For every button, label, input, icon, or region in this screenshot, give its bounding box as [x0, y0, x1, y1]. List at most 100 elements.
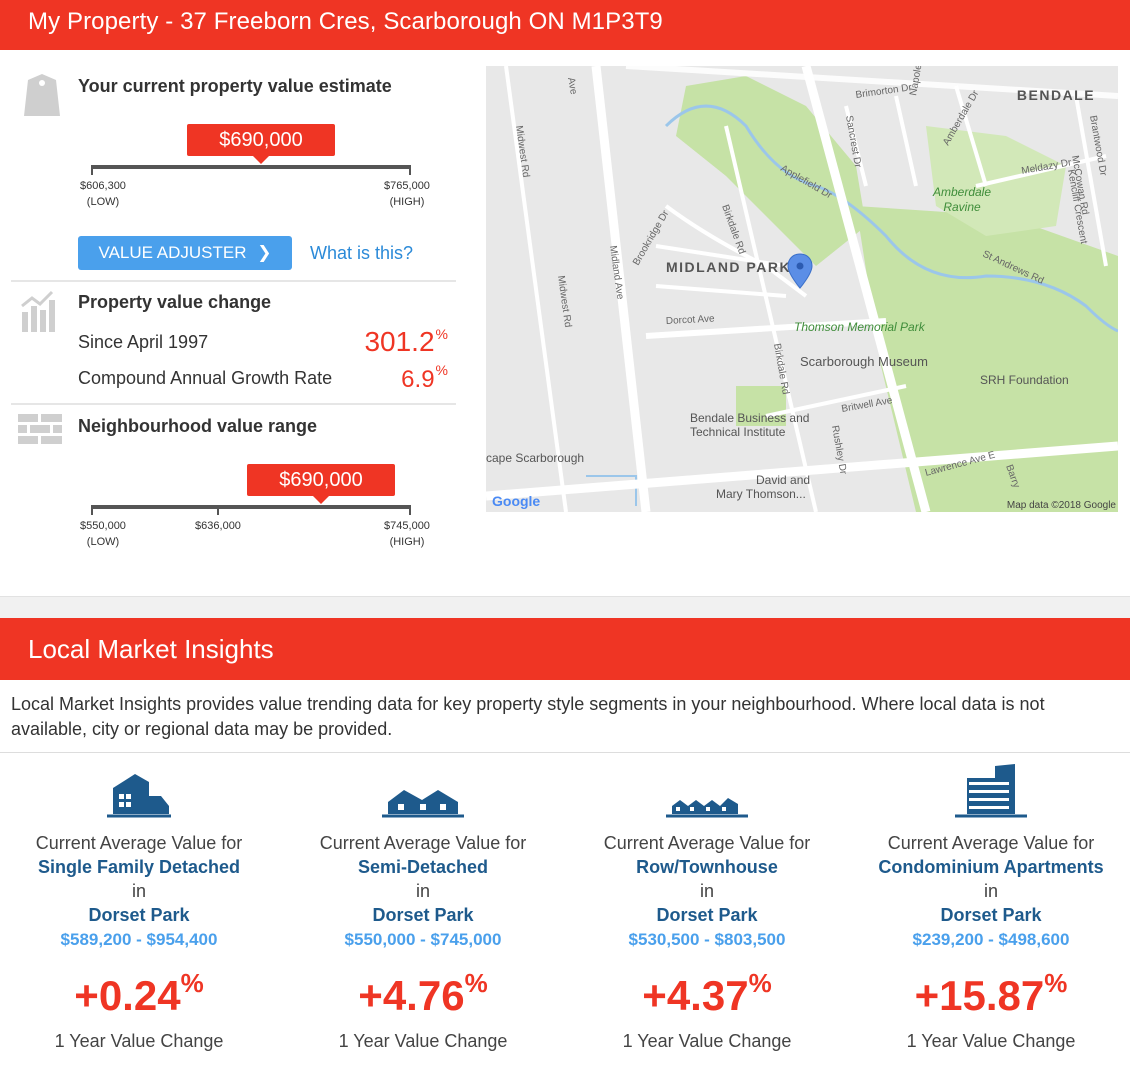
google-logo: Google	[492, 493, 540, 509]
insight-change-value: +15.87	[914, 972, 1045, 1019]
neighbourhood-mid-value: $636,000	[195, 520, 241, 532]
since-value: 301.2%	[320, 326, 448, 358]
insight-col-row-townhouse: Current Average Value for Row/Townhouse …	[572, 760, 842, 1051]
estimate-low-label: (LOW)	[86, 196, 120, 208]
semi-detached-house-icon	[382, 790, 464, 818]
insight-change-label: 1 Year Value Change	[338, 1031, 508, 1051]
insights-title: Local Market Insights	[28, 634, 274, 664]
percent-sign: %	[1044, 968, 1068, 998]
insight-area: Dorset Park	[372, 905, 474, 925]
insight-label: Current Average Value for	[887, 833, 1095, 853]
insight-range: $530,500 - $803,500	[628, 930, 786, 949]
estimate-low: $606,300 (LOW)	[68, 178, 138, 210]
slider-tick	[91, 505, 93, 515]
neighbourhood-slider-track	[91, 505, 411, 509]
insight-range: $239,200 - $498,600	[912, 930, 1070, 949]
estimate-slider-track	[91, 165, 411, 169]
insight-area: Dorset Park	[656, 905, 758, 925]
map-label: Dorcot Ave	[666, 313, 716, 327]
insight-type: Single Family Detached	[37, 857, 241, 877]
value-adjuster-label: VALUE ADJUSTER	[98, 243, 247, 262]
map-label: Ravine	[943, 200, 981, 214]
neighbourhood-low-label: (LOW)	[86, 536, 120, 548]
neighbourhood-high: $745,000 (HIGH)	[372, 518, 442, 550]
map-label: Scarborough Museum	[800, 354, 928, 369]
insight-change-value: +4.76	[358, 972, 465, 1019]
slider-tick	[409, 165, 411, 175]
cagr-value: 6.9%	[360, 362, 448, 394]
insight-in: in	[983, 881, 998, 901]
estimate-low-value: $606,300	[80, 180, 126, 192]
insight-change: +4.37%	[572, 968, 842, 1020]
townhouse-icon	[666, 798, 748, 818]
insight-change: +15.87%	[856, 968, 1126, 1020]
map-label: BENDALE	[1017, 87, 1095, 103]
insight-change-value: +4.37	[642, 972, 749, 1019]
what-is-this-link[interactable]: What is this?	[310, 243, 414, 263]
map-label: Bendale Business and	[690, 411, 809, 425]
insight-change-label: 1 Year Value Change	[54, 1031, 224, 1051]
condominium-building-icon	[955, 764, 1027, 818]
estimate-high-label: (HIGH)	[389, 196, 425, 208]
map-label: Technical Institute	[690, 425, 786, 439]
map-label: Ave	[565, 77, 579, 96]
change-title: Property value change	[78, 292, 272, 312]
neighbourhood-high-label: (HIGH)	[389, 536, 425, 548]
map-pin-icon[interactable]	[787, 253, 813, 289]
value-adjuster-button[interactable]: VALUE ADJUSTER ❯	[78, 236, 292, 270]
insight-col-condominium: Current Average Value for Condominium Ap…	[856, 760, 1126, 1051]
divider	[11, 403, 456, 405]
insights-header: Local Market Insights	[0, 618, 1130, 680]
estimate-value-bubble: $690,000	[187, 124, 335, 164]
map-label: cape Scarborough	[486, 451, 584, 465]
divider	[0, 752, 1130, 753]
insight-type: Condominium Apartments	[878, 857, 1104, 877]
percent-sign: %	[748, 968, 772, 998]
insight-label: Current Average Value for	[319, 833, 527, 853]
growth-chart-icon	[21, 290, 55, 332]
estimate-title: Your current property value estimate	[78, 76, 392, 96]
insight-area: Dorset Park	[940, 905, 1042, 925]
since-number: 301.2	[364, 326, 435, 357]
section-separator	[0, 596, 1130, 618]
insight-range: $550,000 - $745,000	[344, 930, 502, 949]
insight-in: in	[699, 881, 714, 901]
brick-wall-icon	[18, 414, 62, 444]
slider-tick	[409, 505, 411, 515]
map-label: Amberdale	[932, 185, 991, 199]
map-label: SRH Foundation	[980, 373, 1069, 387]
map-label: MIDLAND PARK	[666, 259, 791, 275]
map-label: David and	[756, 473, 810, 487]
insight-change: +0.24%	[4, 968, 274, 1020]
neighbourhood-high-value: $745,000	[384, 520, 430, 532]
insight-range: $589,200 - $954,400	[60, 930, 218, 949]
map-attribution: Map data ©2018 Google	[1007, 500, 1117, 511]
property-map[interactable]: BENDALE MIDLAND PARK Amberdale Ravine Th…	[486, 66, 1118, 512]
map-canvas[interactable]: BENDALE MIDLAND PARK Amberdale Ravine Th…	[486, 66, 1118, 512]
insight-change-label: 1 Year Value Change	[906, 1031, 1076, 1051]
insights-description: Local Market Insights provides value tre…	[11, 694, 1045, 739]
insight-change-label: 1 Year Value Change	[622, 1031, 792, 1051]
page-title: My Property - 37 Freeborn Cres, Scarboro…	[28, 8, 663, 35]
insight-label: Current Average Value for	[603, 833, 811, 853]
percent-sign: %	[464, 968, 488, 998]
insight-label: Current Average Value for	[35, 833, 243, 853]
percent-sign: %	[435, 326, 448, 342]
insight-change-value: +0.24	[74, 972, 181, 1019]
percent-sign: %	[435, 362, 448, 378]
property-header: My Property - 37 Freeborn Cres, Scarboro…	[0, 0, 1130, 50]
chevron-right-icon: ❯	[257, 243, 272, 262]
insight-in: in	[415, 881, 430, 901]
single-family-house-icon	[107, 774, 171, 818]
price-tag-icon	[24, 74, 60, 116]
estimate-high-value: $765,000	[384, 180, 430, 192]
insight-col-single-family: Current Average Value for Single Family …	[4, 760, 274, 1051]
divider	[11, 280, 456, 282]
cagr-number: 6.9	[401, 366, 435, 393]
insight-type: Semi-Detached	[357, 857, 489, 877]
insight-in: in	[131, 881, 146, 901]
neighbourhood-low-value: $550,000	[80, 520, 126, 532]
percent-sign: %	[180, 968, 204, 998]
neighbourhood-value-bubble: $690,000	[247, 464, 395, 504]
cagr-label: Compound Annual Growth Rate	[78, 368, 333, 388]
